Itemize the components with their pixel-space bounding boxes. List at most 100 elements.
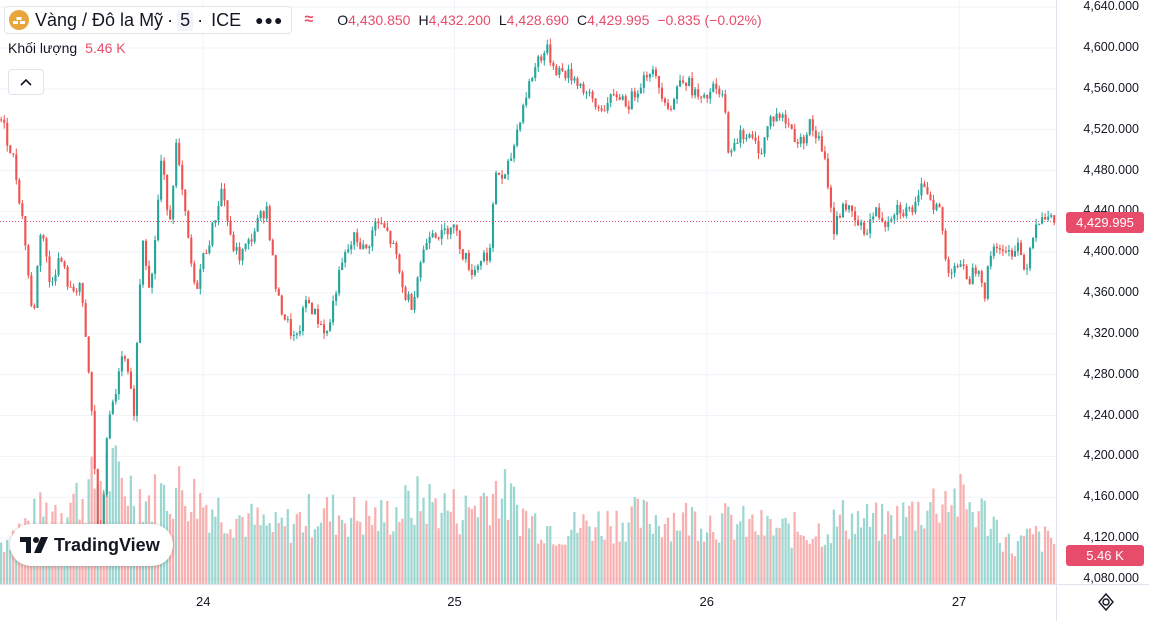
volume-bar (621, 522, 624, 584)
volume-bar (938, 522, 941, 584)
candle-body (863, 222, 866, 235)
price-tick-label: 4,400.000 (1083, 244, 1139, 259)
volume-bar (434, 498, 437, 584)
more-options-icon[interactable]: ●●● (255, 12, 284, 28)
candle-body (341, 262, 344, 271)
collapse-legend-button[interactable] (8, 69, 44, 95)
candle-body (802, 136, 805, 144)
volume-bar (528, 528, 531, 584)
volume-bar (328, 521, 332, 584)
volume-bar (781, 518, 784, 584)
volume-bar (754, 531, 757, 584)
volume-bar (902, 502, 905, 584)
candle-body (319, 324, 323, 326)
volume-bar (594, 527, 597, 584)
volume-bar (452, 489, 455, 584)
volume-bar (494, 480, 498, 584)
volume-bar (874, 502, 878, 584)
candle-body (528, 81, 531, 98)
candle-body (510, 158, 513, 161)
tradingview-logo[interactable]: TradingView (10, 524, 173, 566)
volume-bar (322, 508, 326, 584)
volume-bar (428, 484, 431, 584)
volume-bar (947, 512, 950, 584)
volume-bar (663, 524, 667, 584)
volume-bar (271, 531, 274, 584)
candle-body (57, 258, 60, 275)
volume-bar (887, 511, 890, 584)
candle-body (742, 130, 745, 140)
volume-bar (534, 513, 537, 584)
candle-body (721, 94, 724, 96)
candle-body (621, 96, 624, 100)
candle-body (494, 172, 498, 205)
candle-body (633, 91, 636, 98)
candle-body (15, 154, 18, 180)
interval-label[interactable]: 5 (177, 9, 194, 31)
volume-bar (476, 517, 479, 584)
candle-body (347, 249, 350, 253)
volume-legend: Khối lượng 5.46 K (8, 40, 126, 56)
open-label: O (337, 12, 349, 28)
volume-bar (491, 493, 495, 584)
symbol-button[interactable]: Vàng / Đô la Mỹ · 5 · ICE ●●● (4, 6, 293, 34)
time-tick-label: 26 (699, 594, 714, 609)
volume-bar (292, 523, 295, 584)
candle-body (778, 113, 781, 118)
volume-bar (485, 496, 489, 584)
volume-bar (537, 543, 540, 584)
volume-bar (531, 515, 534, 584)
candle-body (452, 224, 455, 228)
volume-bar (591, 540, 594, 584)
volume-bar (992, 516, 995, 584)
volume-bar (597, 511, 600, 584)
candle-body (253, 231, 256, 242)
candle-body (425, 243, 428, 250)
candle-body (12, 153, 15, 155)
candle-body (748, 134, 751, 138)
settings-gear-icon[interactable] (1096, 592, 1116, 612)
candle-body (636, 93, 639, 98)
candle-body (178, 142, 181, 165)
volume-bar (313, 529, 317, 584)
candle-body (154, 240, 157, 274)
candle-body (766, 126, 769, 138)
volume-bar (1028, 528, 1032, 584)
candle-body (431, 233, 434, 237)
candle-body (383, 223, 386, 228)
candle-body (531, 78, 534, 82)
volume-bar (259, 525, 262, 584)
volume-bar (956, 516, 959, 584)
volume-bar (401, 518, 404, 584)
candle-body (307, 300, 311, 304)
candle-body (504, 174, 507, 179)
volume-bar (0, 542, 3, 584)
approx-icon[interactable]: ≈ (304, 11, 314, 28)
last-price-tag: 4,429.995 (1066, 211, 1144, 233)
candle-body (476, 265, 479, 270)
candle-body (627, 106, 630, 110)
candle-body (226, 200, 229, 221)
volume-bar (893, 538, 896, 584)
volume-bar (844, 530, 848, 584)
volume-bar (980, 498, 983, 584)
candle-body (980, 271, 983, 283)
volume-bar (666, 517, 670, 584)
exchange-label: ICE (211, 9, 242, 30)
volume-bar (419, 511, 422, 584)
candle-body (594, 98, 597, 107)
volume-bar (712, 531, 715, 584)
candle-body (965, 266, 968, 279)
candle-body (962, 264, 965, 267)
candle-body (310, 303, 314, 315)
volume-bar (690, 507, 694, 584)
candle-body (172, 186, 175, 220)
volume-bar (464, 495, 467, 584)
volume-bar (763, 535, 766, 584)
volume-bar (1025, 528, 1029, 584)
candle-body (938, 204, 941, 208)
candle-body (606, 102, 609, 111)
volume-bar (706, 532, 709, 584)
volume-bar (515, 504, 519, 584)
